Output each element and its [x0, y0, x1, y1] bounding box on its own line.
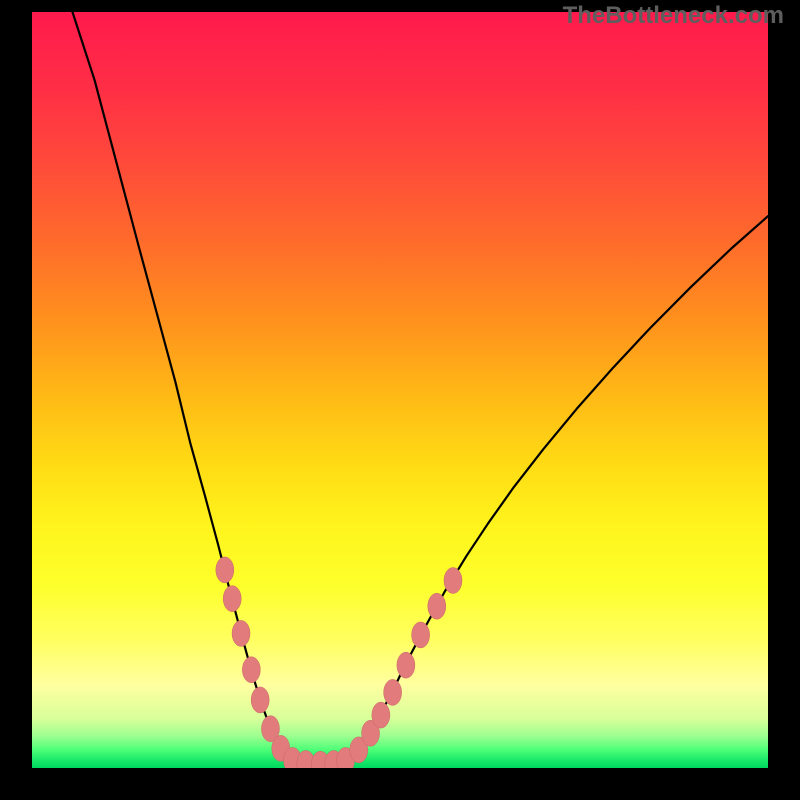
- data-marker: [412, 622, 430, 648]
- watermark-text: TheBottleneck.com: [563, 2, 784, 30]
- data-marker: [242, 657, 260, 683]
- data-marker: [384, 679, 402, 705]
- chart-frame: TheBottleneck.com: [0, 0, 800, 800]
- data-marker: [372, 702, 390, 728]
- data-marker: [428, 593, 446, 619]
- chart-svg: [32, 12, 768, 768]
- data-marker: [232, 620, 250, 646]
- plot-area: [32, 12, 768, 768]
- data-marker: [216, 557, 234, 583]
- data-marker: [397, 652, 415, 678]
- data-marker: [444, 568, 462, 594]
- data-marker: [223, 586, 241, 612]
- data-marker: [251, 687, 269, 713]
- gradient-background: [32, 12, 768, 768]
